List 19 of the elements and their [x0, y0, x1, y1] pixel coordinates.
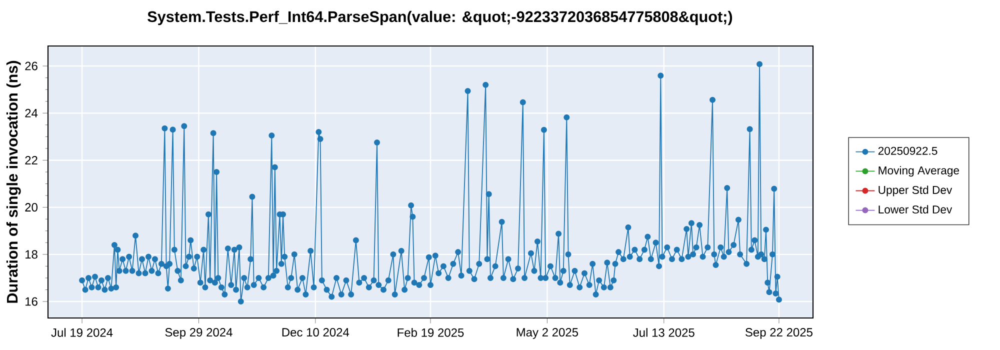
x-tick-label: Feb 19 2025	[398, 328, 464, 337]
y-tick-label: 24	[25, 108, 38, 118]
legend-label: Upper Std Dev	[878, 186, 952, 196]
y-tick-label: 20	[25, 203, 38, 212]
y-axis-title: Duration of single invocation (ns)	[6, 60, 21, 303]
x-tick-label: May 2 2025	[516, 328, 578, 339]
legend-label: Lower Std Dev	[878, 205, 952, 214]
y-tick-label: 16	[26, 297, 38, 306]
x-tick-label: Dec 10 2024	[282, 328, 350, 337]
x-tick-label: Jul 19 2024	[51, 328, 113, 337]
y-tick-label: 26	[25, 62, 38, 70]
y-tick-label: 22	[25, 156, 38, 164]
x-tick-label: Jul 13 2025	[633, 328, 694, 337]
y-tick-label: 18	[26, 250, 38, 259]
legend-label: 20250922.5	[878, 146, 938, 155]
chart-title: System.Tests.Perf_Int64.ParseSpan(value: &quot;-9223372036854775808&quot;)	[148, 10, 732, 26]
x-tick-label: Sep 29 2024	[165, 328, 232, 339]
legend-label: Moving Average	[878, 166, 960, 177]
x-tick-label: Sep 22 2025	[745, 328, 812, 339]
